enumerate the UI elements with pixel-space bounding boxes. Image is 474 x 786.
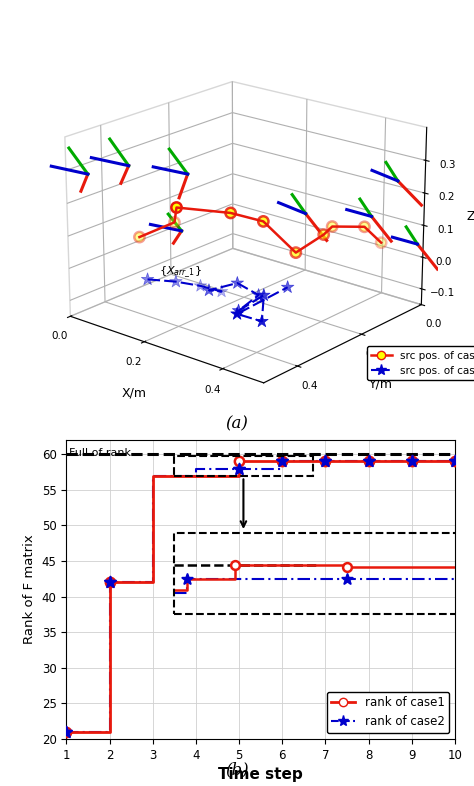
Text: (a): (a) bbox=[226, 415, 248, 432]
Point bbox=[365, 455, 373, 468]
Point bbox=[343, 560, 351, 573]
Point bbox=[279, 455, 286, 468]
Point bbox=[408, 455, 416, 468]
Point bbox=[451, 455, 459, 468]
Text: Full of rank: Full of rank bbox=[69, 448, 130, 458]
Legend: rank of case1, rank of case2: rank of case1, rank of case2 bbox=[327, 692, 449, 733]
Point bbox=[322, 455, 329, 468]
X-axis label: Time step: Time step bbox=[219, 767, 303, 782]
Point bbox=[63, 725, 70, 738]
Point bbox=[365, 455, 373, 468]
Bar bbox=[174, 456, 312, 476]
Y-axis label: Y/m: Y/m bbox=[368, 377, 392, 390]
Point bbox=[322, 455, 329, 468]
Point bbox=[106, 576, 113, 589]
Point bbox=[183, 572, 191, 585]
Point bbox=[451, 455, 459, 468]
Point bbox=[63, 725, 70, 738]
Point bbox=[408, 455, 416, 468]
Y-axis label: Rank of F matrix: Rank of F matrix bbox=[23, 534, 36, 645]
Point bbox=[343, 572, 351, 585]
Legend: src pos. of case1, src pos. of case2: src pos. of case1, src pos. of case2 bbox=[367, 347, 474, 380]
Text: (b): (b) bbox=[225, 761, 249, 778]
Point bbox=[235, 462, 243, 475]
Point bbox=[231, 558, 238, 571]
Point bbox=[279, 455, 286, 468]
X-axis label: X/m: X/m bbox=[121, 386, 146, 399]
Point bbox=[106, 576, 113, 589]
Bar bbox=[174, 533, 459, 615]
Point bbox=[235, 455, 243, 468]
